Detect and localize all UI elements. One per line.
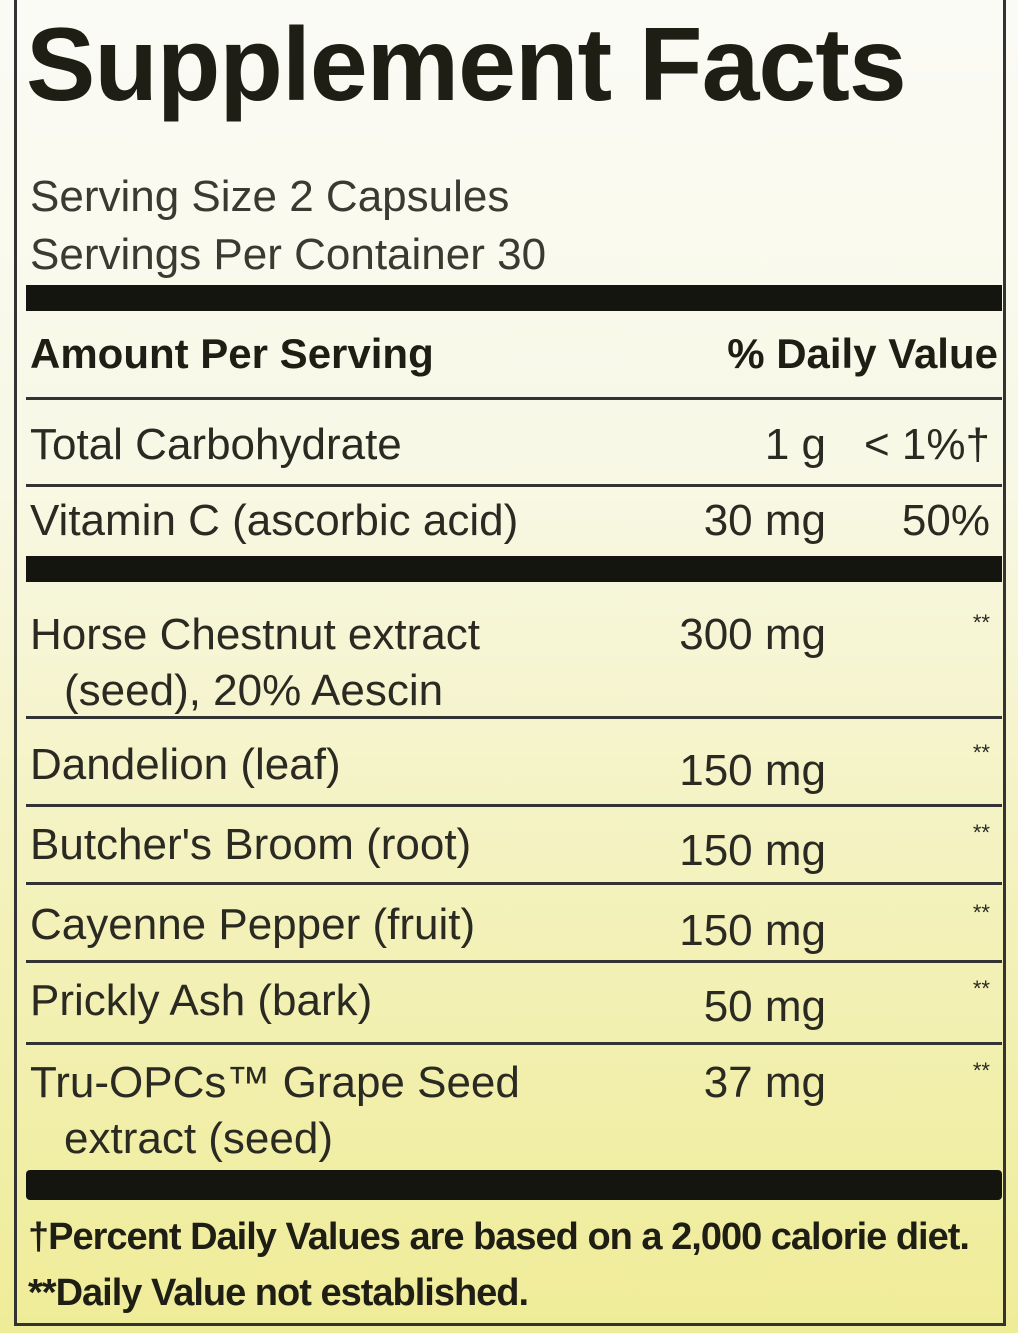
nutrient-dv: < 1%† (864, 420, 990, 469)
ingredient-name: Tru-OPCs™ Grape Seed (30, 1058, 520, 1107)
footnote-daily-values: †Percent Daily Values are based on a 2,0… (28, 1216, 970, 1258)
footnote-not-established: **Daily Value not established. (28, 1272, 529, 1314)
nutrient-amount: 30 mg (703, 496, 826, 545)
thick-divider (26, 556, 1002, 582)
ingredient-amount: 150 mg (679, 746, 826, 795)
ingredient-name-cont: extract (seed) (64, 1114, 333, 1163)
ingredient-name: Dandelion (leaf) (30, 740, 341, 789)
ingredient-amount: 50 mg (703, 982, 826, 1031)
daily-value-header: % Daily Value (727, 330, 998, 377)
ingredient-dv: ** (972, 740, 990, 765)
ingredient-amount: 150 mg (679, 826, 826, 875)
divider (26, 484, 1002, 487)
thick-divider (26, 285, 1002, 311)
serving-size: Serving Size 2 Capsules (30, 172, 510, 221)
ingredient-dv: ** (972, 976, 990, 1001)
nutrient-name: Vitamin C (ascorbic acid) (30, 496, 519, 545)
divider (26, 716, 1002, 719)
divider (26, 804, 1002, 807)
servings-per-container: Servings Per Container 30 (30, 230, 547, 279)
ingredient-dv: ** (972, 900, 990, 925)
ingredient-dv: ** (972, 820, 990, 845)
ingredient-name: Horse Chestnut extract (30, 610, 480, 659)
ingredient-name-cont: (seed), 20% Aescin (64, 666, 444, 715)
label-title: Supplement Facts (26, 7, 907, 123)
nutrient-dv: 50% (901, 496, 990, 545)
ingredient-name: Butcher's Broom (root) (30, 820, 472, 869)
nutrient-amount: 1 g (764, 420, 826, 469)
thick-divider (26, 1170, 1002, 1200)
divider (26, 397, 1002, 400)
ingredient-amount: 300 mg (679, 610, 826, 659)
divider (26, 960, 1002, 963)
amount-per-serving-header: Amount Per Serving (30, 330, 434, 377)
ingredient-amount: 150 mg (679, 906, 826, 955)
divider (26, 882, 1002, 885)
ingredient-name: Prickly Ash (bark) (30, 976, 373, 1025)
divider (26, 1042, 1002, 1045)
nutrient-name: Total Carbohydrate (30, 420, 402, 469)
ingredient-dv: ** (972, 1058, 990, 1083)
ingredient-amount: 37 mg (703, 1058, 826, 1107)
label-frame (14, 0, 1006, 1326)
ingredient-name: Cayenne Pepper (fruit) (30, 900, 476, 949)
ingredient-dv: ** (972, 610, 990, 635)
